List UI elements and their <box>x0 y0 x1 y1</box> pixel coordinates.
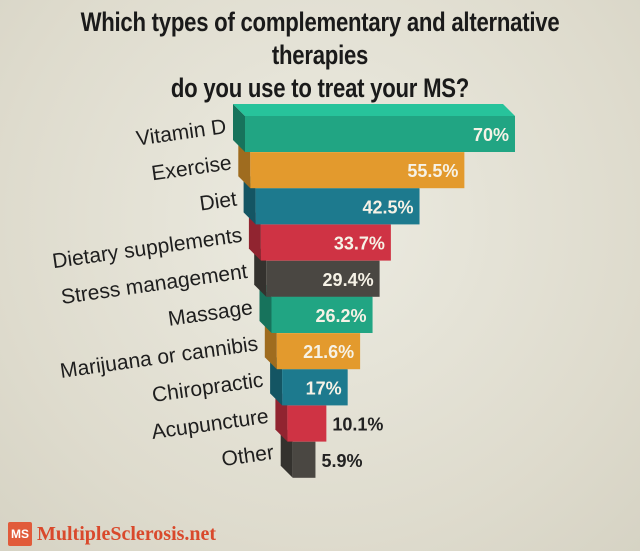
category-label: Diet <box>198 188 238 216</box>
bar-front <box>287 405 327 442</box>
bar-side <box>254 248 267 297</box>
bar-side <box>248 212 261 261</box>
bar-side <box>243 176 256 225</box>
bar-front <box>260 224 391 261</box>
category-label: Vitamin D <box>135 115 228 150</box>
bar-front <box>255 188 420 225</box>
value-label: 10.1% <box>332 415 383 435</box>
bar-front <box>276 333 361 370</box>
value-label: 42.5% <box>362 197 413 217</box>
bar-6: 26.2% Massage <box>167 285 373 333</box>
bar-side <box>238 140 251 189</box>
value-label: 70% <box>473 125 509 145</box>
bar-top <box>233 104 515 116</box>
category-label: Chiropractic <box>151 369 265 407</box>
bar-front <box>292 441 316 478</box>
title-line-1: Which types of complementary and alterna… <box>80 7 560 70</box>
bar-front <box>271 297 373 333</box>
value-label: 29.4% <box>323 270 374 290</box>
ms-logo-icon: MS <box>8 522 32 546</box>
title-line-2: do you use to treat your MS? <box>170 73 470 103</box>
footer-logo[interactable]: MS MultipleSclerosis.net <box>8 521 216 547</box>
value-label: 26.2% <box>316 306 367 326</box>
bar-side <box>280 429 293 478</box>
category-label: Acupuncture <box>150 405 270 444</box>
bar-1: 70% Vitamin D <box>135 104 515 152</box>
site-name: MultipleSclerosis.net <box>37 522 217 545</box>
value-label: 5.9% <box>321 451 362 471</box>
bar-side <box>233 104 245 152</box>
value-label: 55.5% <box>407 161 458 181</box>
value-label: 33.7% <box>334 234 385 254</box>
bar-front <box>282 369 348 406</box>
bar-front <box>250 152 465 189</box>
category-label: Exercise <box>150 151 233 185</box>
chart-title: Which types of complementary and alterna… <box>58 6 583 105</box>
bar-side <box>264 321 277 370</box>
category-label: Other <box>220 441 275 471</box>
category-label: Massage <box>167 296 255 331</box>
bar-side <box>275 393 288 442</box>
bar-front <box>245 116 515 152</box>
bar-front <box>266 260 380 297</box>
value-label: 21.6% <box>303 342 354 362</box>
value-label: 17% <box>306 378 342 398</box>
bar-side <box>270 357 283 406</box>
bar-side <box>259 285 272 333</box>
